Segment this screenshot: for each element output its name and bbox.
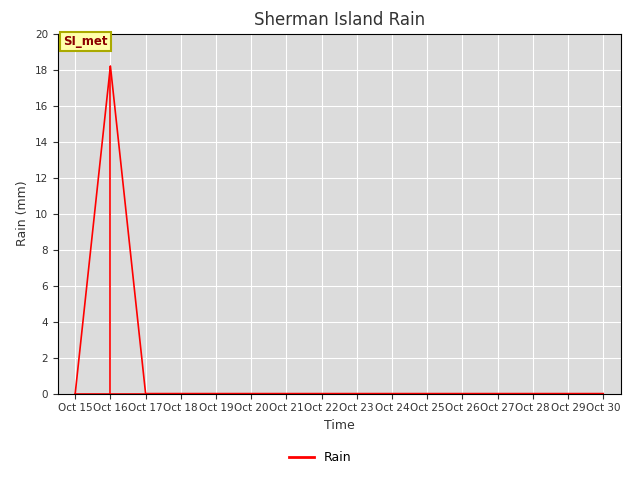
X-axis label: Time: Time — [324, 419, 355, 432]
Text: SI_met: SI_met — [63, 36, 108, 48]
Legend: Rain: Rain — [284, 446, 356, 469]
Y-axis label: Rain (mm): Rain (mm) — [16, 181, 29, 246]
Title: Sherman Island Rain: Sherman Island Rain — [253, 11, 425, 29]
